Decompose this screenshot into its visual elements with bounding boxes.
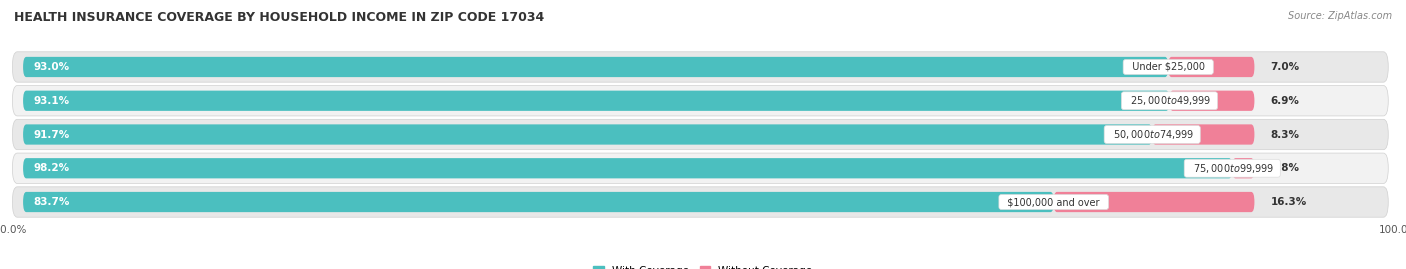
Text: $50,000 to $74,999: $50,000 to $74,999: [1107, 128, 1198, 141]
Legend: With Coverage, Without Coverage: With Coverage, Without Coverage: [593, 266, 813, 269]
Text: Source: ZipAtlas.com: Source: ZipAtlas.com: [1288, 11, 1392, 21]
Text: 83.7%: 83.7%: [34, 197, 70, 207]
Text: $100,000 and over: $100,000 and over: [1001, 197, 1107, 207]
FancyBboxPatch shape: [13, 86, 1388, 116]
Text: 7.0%: 7.0%: [1271, 62, 1299, 72]
FancyBboxPatch shape: [22, 158, 1232, 178]
FancyBboxPatch shape: [13, 187, 1388, 217]
Text: $25,000 to $49,999: $25,000 to $49,999: [1123, 94, 1215, 107]
Text: 93.0%: 93.0%: [34, 62, 70, 72]
FancyBboxPatch shape: [22, 192, 1053, 212]
Text: 91.7%: 91.7%: [34, 129, 70, 140]
FancyBboxPatch shape: [1153, 124, 1254, 145]
FancyBboxPatch shape: [1168, 57, 1254, 77]
Text: HEALTH INSURANCE COVERAGE BY HOUSEHOLD INCOME IN ZIP CODE 17034: HEALTH INSURANCE COVERAGE BY HOUSEHOLD I…: [14, 11, 544, 24]
FancyBboxPatch shape: [22, 124, 1153, 145]
FancyBboxPatch shape: [13, 119, 1388, 150]
Text: 1.8%: 1.8%: [1271, 163, 1299, 173]
Text: Under $25,000: Under $25,000: [1126, 62, 1211, 72]
Text: 16.3%: 16.3%: [1271, 197, 1306, 207]
FancyBboxPatch shape: [22, 91, 1170, 111]
Text: 93.1%: 93.1%: [34, 96, 70, 106]
FancyBboxPatch shape: [1170, 91, 1254, 111]
Text: 6.9%: 6.9%: [1271, 96, 1299, 106]
Text: 8.3%: 8.3%: [1271, 129, 1299, 140]
FancyBboxPatch shape: [1053, 192, 1254, 212]
FancyBboxPatch shape: [13, 52, 1388, 82]
Text: 98.2%: 98.2%: [34, 163, 70, 173]
Text: $75,000 to $99,999: $75,000 to $99,999: [1187, 162, 1278, 175]
FancyBboxPatch shape: [1232, 158, 1254, 178]
FancyBboxPatch shape: [13, 153, 1388, 183]
FancyBboxPatch shape: [22, 57, 1168, 77]
